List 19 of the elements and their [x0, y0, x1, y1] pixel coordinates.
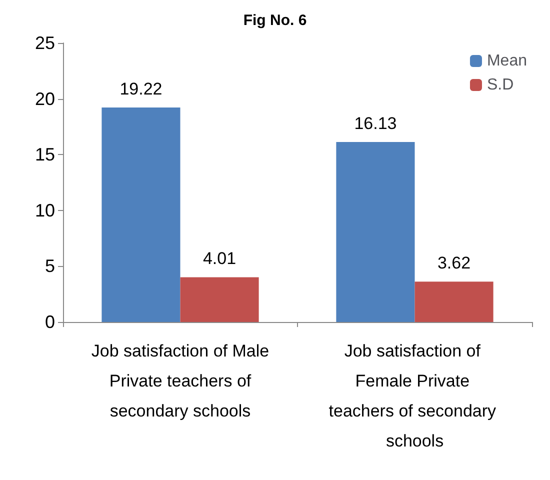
y-tick-label: 20 [34, 88, 55, 109]
data-label: 16.13 [354, 114, 397, 133]
chart-title: Fig No. 6 [243, 12, 307, 29]
data-label: 3.62 [437, 254, 471, 273]
y-tick-label: 25 [34, 33, 55, 53]
data-label: 19.22 [120, 80, 162, 99]
bar [102, 108, 180, 322]
legend-label: Mean [486, 52, 528, 70]
bar [414, 282, 494, 322]
y-tick-label: 0 [44, 312, 55, 332]
bar [336, 142, 415, 322]
bar [180, 277, 259, 322]
y-tick-label: 5 [44, 256, 55, 276]
legend-label: S.D [486, 76, 514, 94]
data-label: 4.01 [202, 249, 236, 268]
y-tick-label: 10 [34, 200, 55, 220]
y-tick-label: 15 [34, 144, 55, 165]
x-tick-label: Job satisfaction of Male Private teachers of secondary schools [91, 342, 270, 420]
x-tick-label: Job satisfaction of Female Private teachers of secondary schools [328, 342, 501, 450]
